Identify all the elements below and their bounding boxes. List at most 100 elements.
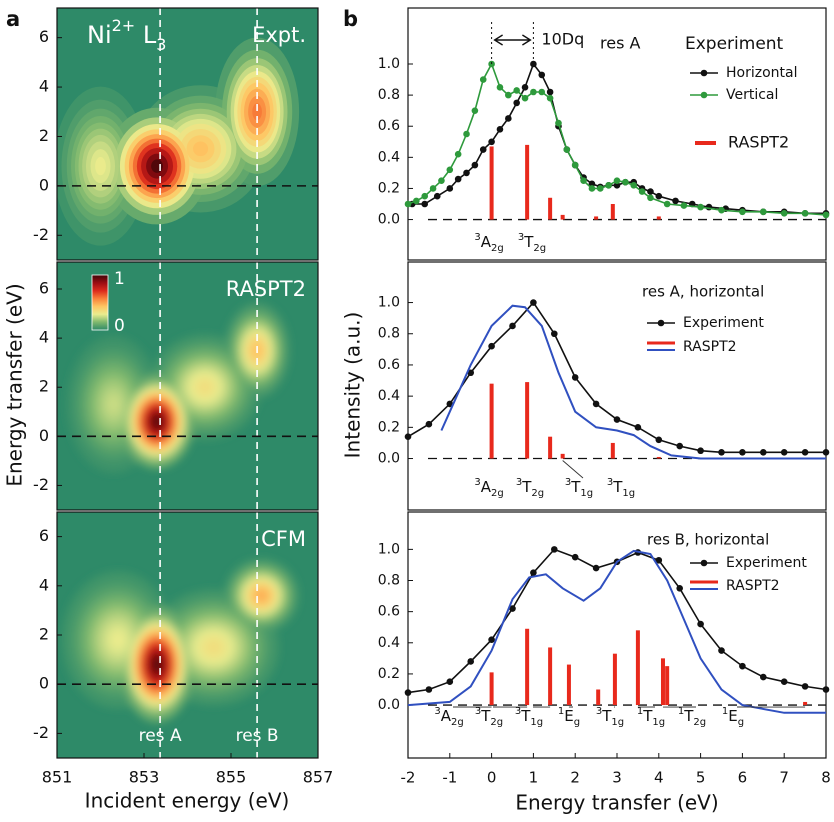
text-part: L xyxy=(135,21,157,49)
stick xyxy=(660,658,665,706)
series-marker xyxy=(663,200,671,208)
stick xyxy=(596,689,601,706)
text-part: A xyxy=(481,478,492,496)
text-part: 3 xyxy=(565,477,571,488)
series-marker xyxy=(655,436,663,444)
series-marker xyxy=(555,119,562,127)
heatmap-blob xyxy=(206,640,222,654)
text-part: T xyxy=(683,707,694,725)
heatmap-blob xyxy=(95,156,106,176)
series-marker xyxy=(488,138,495,146)
series-marker xyxy=(496,84,504,91)
stick xyxy=(548,436,553,459)
legend-swatch xyxy=(700,69,708,77)
series-marker xyxy=(488,342,495,350)
text-part: 1 xyxy=(678,706,684,717)
note: res A xyxy=(600,34,640,53)
series-marker xyxy=(421,200,429,208)
y-tick-label: 1.0 xyxy=(378,541,400,557)
text-part: 1g xyxy=(580,488,593,499)
series-marker xyxy=(496,126,504,133)
term-label: 3T1g xyxy=(515,706,543,728)
series-marker xyxy=(718,448,725,456)
text-part: g xyxy=(738,717,744,728)
series-marker xyxy=(471,161,479,169)
series-marker xyxy=(697,620,704,628)
series-marker xyxy=(479,146,487,153)
heatmap-blob xyxy=(252,103,262,121)
legend-title: Experiment xyxy=(685,34,784,54)
series-marker xyxy=(647,194,654,202)
y-tick-label: 0 xyxy=(39,426,49,445)
series-marker xyxy=(509,605,516,612)
series-marker xyxy=(538,88,546,96)
series-marker xyxy=(551,330,558,338)
series-marker xyxy=(538,71,546,79)
stick xyxy=(560,453,565,459)
stick xyxy=(525,628,530,706)
stick xyxy=(548,197,553,220)
series-marker xyxy=(421,192,429,200)
frame xyxy=(56,261,319,511)
resonance-label: res B xyxy=(236,726,279,746)
text-part: 1 xyxy=(722,706,728,717)
y-tick-label: 0 xyxy=(39,175,49,194)
series-marker xyxy=(425,686,433,693)
series-marker xyxy=(513,87,520,94)
text-part: E xyxy=(728,707,737,725)
series-marker xyxy=(580,177,587,184)
series-marker xyxy=(513,99,520,107)
term-label: 1T2g xyxy=(678,706,706,728)
series-line xyxy=(440,304,826,460)
map-title: Ni2+ L3 xyxy=(87,16,166,54)
term-label: 3T1g xyxy=(565,477,593,499)
series-marker xyxy=(479,76,487,83)
text-part: Ni xyxy=(87,21,112,49)
stick xyxy=(656,216,661,220)
map-label: CFM xyxy=(261,527,306,551)
y-axis-label: Intensity (a.u.) xyxy=(341,312,365,459)
text-part: 3 xyxy=(475,706,481,717)
legend-label: Experiment xyxy=(726,555,807,571)
leader xyxy=(562,460,584,479)
colorbar-tick-label: 1 xyxy=(114,269,125,289)
series-marker xyxy=(592,564,600,572)
y-tick-label: 0.0 xyxy=(378,697,400,713)
y-tick-label: 4 xyxy=(39,77,49,96)
frame xyxy=(407,7,827,261)
series-marker xyxy=(655,192,663,200)
legend-label: RASPT2 xyxy=(683,339,737,355)
x-tick-label: 6 xyxy=(738,769,748,787)
resonance-label: res A xyxy=(139,726,182,746)
series-marker xyxy=(551,546,558,553)
y-tick-label: 4 xyxy=(39,575,49,594)
stick xyxy=(610,442,615,459)
y-tick-label: 0.4 xyxy=(378,149,400,165)
series-marker xyxy=(697,447,704,455)
text-part: 3 xyxy=(518,232,524,243)
series-marker xyxy=(718,647,725,654)
term-label: 1Eg xyxy=(722,706,744,728)
heatmap-blob xyxy=(257,591,266,600)
text-part: 1 xyxy=(637,706,643,717)
text-part: T xyxy=(521,478,532,496)
stick xyxy=(665,666,670,706)
series-marker xyxy=(676,584,683,592)
series-marker xyxy=(404,689,412,696)
y-tick-label: 6 xyxy=(39,27,49,46)
y-tick-label: 0.8 xyxy=(378,87,400,103)
series-marker xyxy=(672,197,679,205)
y-tick-label: -2 xyxy=(33,723,49,742)
term-label: 1Eg xyxy=(558,706,580,728)
legend-title: res B, horizontal xyxy=(647,531,769,549)
series-marker xyxy=(404,433,412,440)
frame xyxy=(407,261,827,511)
series-marker xyxy=(467,369,475,377)
stick xyxy=(525,144,530,220)
x-tick-label: 1 xyxy=(529,769,539,787)
x-tick-label: 857 xyxy=(303,768,334,787)
legend-title: res A, horizontal xyxy=(642,283,764,301)
series-marker xyxy=(521,84,529,91)
y-tick-label: 0 xyxy=(39,674,49,693)
